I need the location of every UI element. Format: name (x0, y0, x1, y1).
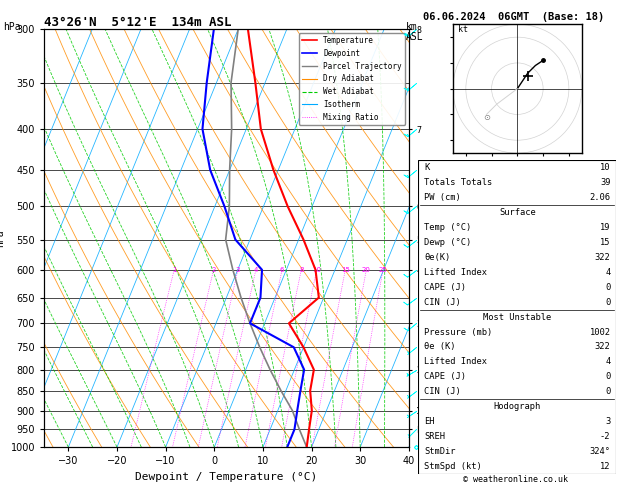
Text: 15: 15 (341, 267, 350, 273)
Text: 10: 10 (600, 163, 611, 173)
Text: 39: 39 (600, 178, 611, 187)
Text: 1002: 1002 (589, 328, 611, 336)
Text: K: K (424, 163, 430, 173)
Text: 15: 15 (600, 238, 611, 247)
Text: 0: 0 (605, 298, 611, 307)
Text: 20: 20 (362, 267, 370, 273)
Text: 8: 8 (299, 267, 304, 273)
Text: 43°26'N  5°12'E  134m ASL: 43°26'N 5°12'E 134m ASL (44, 16, 231, 29)
Legend: Temperature, Dewpoint, Parcel Trajectory, Dry Adiabat, Wet Adiabat, Isotherm, Mi: Temperature, Dewpoint, Parcel Trajectory… (299, 33, 405, 125)
Text: PW (cm): PW (cm) (424, 193, 461, 202)
Text: Most Unstable: Most Unstable (483, 312, 552, 322)
Text: CIN (J): CIN (J) (424, 387, 461, 396)
Text: 4: 4 (605, 357, 611, 366)
Text: 4: 4 (253, 267, 258, 273)
Text: -2: -2 (600, 432, 611, 441)
FancyBboxPatch shape (418, 160, 616, 474)
Text: 3: 3 (236, 267, 240, 273)
Text: ⊙: ⊙ (483, 113, 490, 122)
Text: Dewp (°C): Dewp (°C) (424, 238, 472, 247)
Text: 3: 3 (605, 417, 611, 426)
Text: kt: kt (458, 25, 468, 34)
Text: θe(K): θe(K) (424, 253, 450, 262)
Text: 0: 0 (605, 387, 611, 396)
Text: Lifted Index: Lifted Index (424, 268, 487, 277)
X-axis label: Dewpoint / Temperature (°C): Dewpoint / Temperature (°C) (135, 472, 318, 482)
Text: 06.06.2024  06GMT  (Base: 18): 06.06.2024 06GMT (Base: 18) (423, 12, 604, 22)
Y-axis label: hPa: hPa (0, 229, 5, 247)
Text: ASL: ASL (406, 32, 423, 42)
Text: 12: 12 (600, 462, 611, 471)
Text: EH: EH (424, 417, 435, 426)
Text: 1: 1 (172, 267, 177, 273)
Text: 10: 10 (312, 267, 321, 273)
Text: 2: 2 (211, 267, 216, 273)
Text: CAPE (J): CAPE (J) (424, 372, 466, 382)
Text: 0: 0 (605, 372, 611, 382)
Text: Hodograph: Hodograph (494, 402, 541, 411)
Text: Temp (°C): Temp (°C) (424, 223, 472, 232)
Text: StmDir: StmDir (424, 447, 456, 456)
Text: SREH: SREH (424, 432, 445, 441)
Y-axis label: Mixing Ratio (g/kg): Mixing Ratio (g/kg) (434, 191, 443, 286)
Text: 19: 19 (600, 223, 611, 232)
Text: StmSpd (kt): StmSpd (kt) (424, 462, 482, 471)
Text: 322: 322 (595, 253, 611, 262)
Text: CAPE (J): CAPE (J) (424, 283, 466, 292)
Text: hPa: hPa (3, 22, 21, 32)
Text: km: km (406, 22, 418, 32)
Text: Pressure (mb): Pressure (mb) (424, 328, 493, 336)
Text: 6: 6 (280, 267, 284, 273)
Text: Totals Totals: Totals Totals (424, 178, 493, 187)
Text: © weatheronline.co.uk: © weatheronline.co.uk (464, 474, 568, 484)
Text: 25: 25 (379, 267, 387, 273)
Text: CIN (J): CIN (J) (424, 298, 461, 307)
Text: Surface: Surface (499, 208, 536, 217)
Text: 2.06: 2.06 (589, 193, 611, 202)
Text: Lifted Index: Lifted Index (424, 357, 487, 366)
Text: 4: 4 (605, 268, 611, 277)
Text: 324°: 324° (589, 447, 611, 456)
Text: 322: 322 (595, 343, 611, 351)
Text: 0: 0 (605, 283, 611, 292)
Text: θe (K): θe (K) (424, 343, 456, 351)
